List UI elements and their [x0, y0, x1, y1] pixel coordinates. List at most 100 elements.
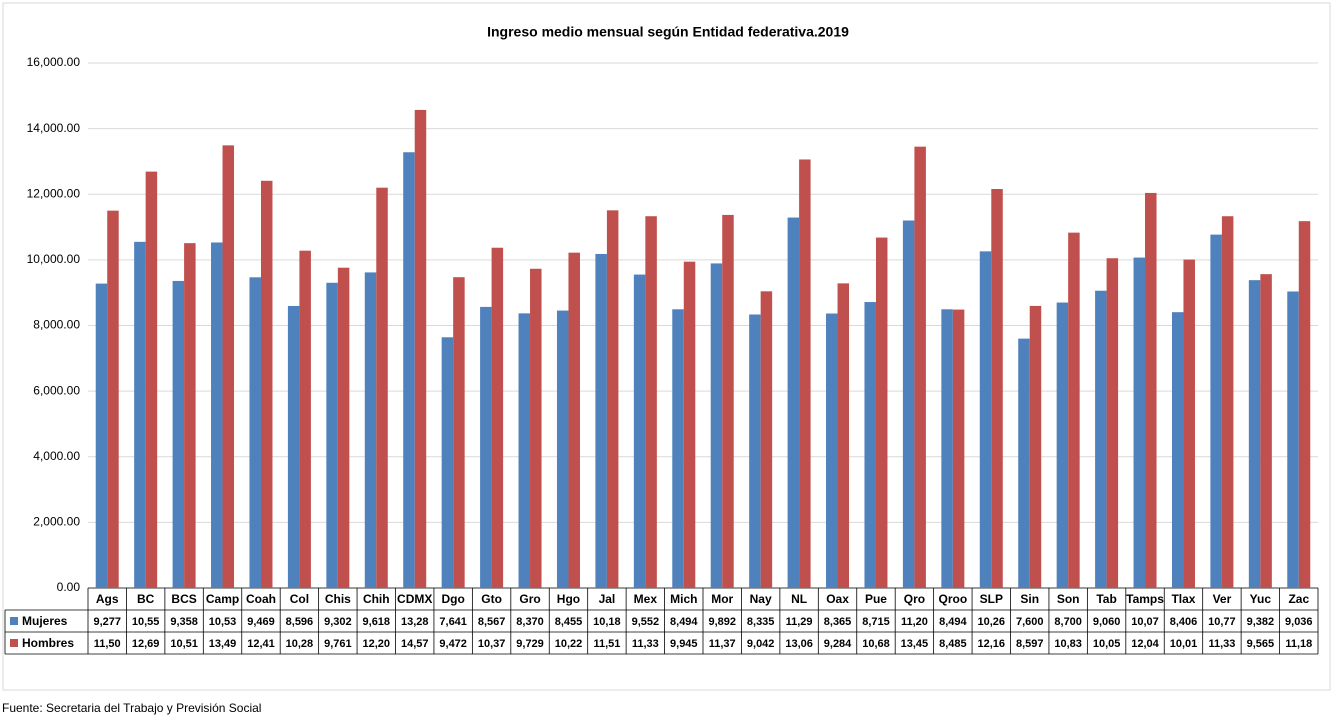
data-label: 11,20: [901, 616, 928, 628]
bar: [1221, 216, 1234, 588]
bar: [710, 263, 723, 588]
x-tick-label: BCS: [171, 592, 196, 606]
data-label: 8,494: [939, 616, 967, 628]
data-label: 9,382: [1247, 616, 1275, 628]
y-tick-label: 0.00: [57, 580, 81, 594]
data-label: 9,277: [93, 616, 121, 628]
data-label: 10,05: [1093, 638, 1121, 650]
data-label: 10,22: [555, 638, 583, 650]
bar: [979, 251, 992, 588]
bar: [1106, 258, 1119, 588]
bar: [826, 313, 838, 588]
data-label: 10,53: [209, 616, 237, 628]
bar: [491, 247, 504, 588]
data-label: 13,28: [401, 616, 429, 628]
bar: [683, 261, 696, 588]
bar: [184, 243, 196, 588]
bar: [326, 282, 338, 588]
data-label: 8,455: [555, 616, 583, 628]
x-tick-label: Sin: [1020, 592, 1039, 606]
bar: [287, 305, 300, 588]
bar: [107, 210, 119, 588]
source-note: Fuente: Secretaria del Trabajo y Previsi…: [2, 701, 261, 715]
data-label: 8,715: [862, 616, 890, 628]
bar: [1183, 259, 1195, 588]
bar: [864, 302, 876, 588]
data-label: 12,69: [132, 638, 160, 650]
y-tick-label: 10,000.00: [27, 252, 81, 266]
data-label: 8,406: [1170, 616, 1198, 628]
data-label: 13,45: [901, 638, 929, 650]
y-tick-label: 6,000.00: [33, 383, 80, 397]
bar: [1095, 290, 1107, 588]
data-label: 13,49: [209, 638, 237, 650]
bar: [914, 146, 926, 588]
data-label: 10,37: [478, 638, 506, 650]
data-label: 11,51: [593, 638, 620, 650]
x-tick-label: Oax: [826, 592, 849, 606]
bar: [222, 145, 235, 588]
x-tick-label: Tab: [1096, 592, 1116, 606]
data-label: 11,33: [1208, 638, 1235, 650]
data-label: 8,485: [939, 638, 967, 650]
data-label: 10,18: [593, 616, 621, 628]
data-label: 9,565: [1247, 638, 1275, 650]
x-tick-label: Nay: [750, 592, 772, 606]
bar: [145, 171, 158, 588]
bar: [672, 309, 684, 588]
bar: [414, 109, 427, 588]
y-tick-label: 2,000.00: [33, 515, 80, 529]
x-tick-label: NL: [791, 592, 807, 606]
data-label: 12,41: [247, 638, 275, 650]
bar: [249, 277, 261, 588]
x-tick-label: Qro: [904, 592, 925, 606]
data-label: 8,370: [516, 616, 544, 628]
bar: [760, 291, 773, 588]
data-label: 11,29: [786, 616, 813, 628]
x-tick-label: Hgo: [557, 592, 580, 606]
bar: [1145, 192, 1157, 588]
data-label: 9,042: [747, 638, 775, 650]
y-tick-label: 4,000.00: [33, 449, 80, 463]
data-label: 8,335: [747, 616, 775, 628]
data-label: 9,892: [708, 616, 736, 628]
bar: [837, 283, 850, 588]
bar: [1056, 302, 1069, 588]
bar: [211, 242, 223, 588]
bar: [1260, 274, 1272, 588]
legend-label: Mujeres: [22, 614, 68, 628]
data-label: 9,302: [324, 616, 352, 628]
x-tick-label: Col: [290, 592, 309, 606]
bar: [556, 310, 569, 588]
data-label: 8,597: [1016, 638, 1044, 650]
data-label: 10,77: [1208, 616, 1236, 628]
x-tick-label: Qroo: [939, 592, 968, 606]
bar: [1068, 232, 1080, 588]
data-label: 9,729: [516, 638, 544, 650]
data-label: 10,83: [1054, 638, 1082, 650]
bar: [299, 250, 311, 588]
bar: [902, 220, 915, 588]
y-tick-label: 16,000.00: [27, 55, 81, 69]
data-label: 9,469: [247, 616, 275, 628]
bar: [787, 217, 800, 588]
x-tick-label: Son: [1057, 592, 1080, 606]
x-tick-label: Yuc: [1250, 592, 1272, 606]
bar: [518, 313, 531, 588]
data-label: 10,28: [286, 638, 314, 650]
bar: [645, 216, 657, 588]
x-tick-label: Ags: [96, 592, 119, 606]
bar: [1287, 291, 1299, 588]
data-label: 10,26: [978, 616, 1006, 628]
data-label: 14,57: [401, 638, 429, 650]
chart-border: [2, 2, 1331, 691]
bar: [749, 314, 761, 588]
data-label: 9,284: [824, 638, 852, 650]
bar: [364, 272, 377, 588]
data-label: 7,600: [1016, 616, 1044, 628]
bar: [875, 237, 888, 588]
x-tick-label: Camp: [206, 592, 239, 606]
x-tick-label: Chis: [325, 592, 351, 606]
x-tick-label: CDMX: [397, 592, 432, 606]
